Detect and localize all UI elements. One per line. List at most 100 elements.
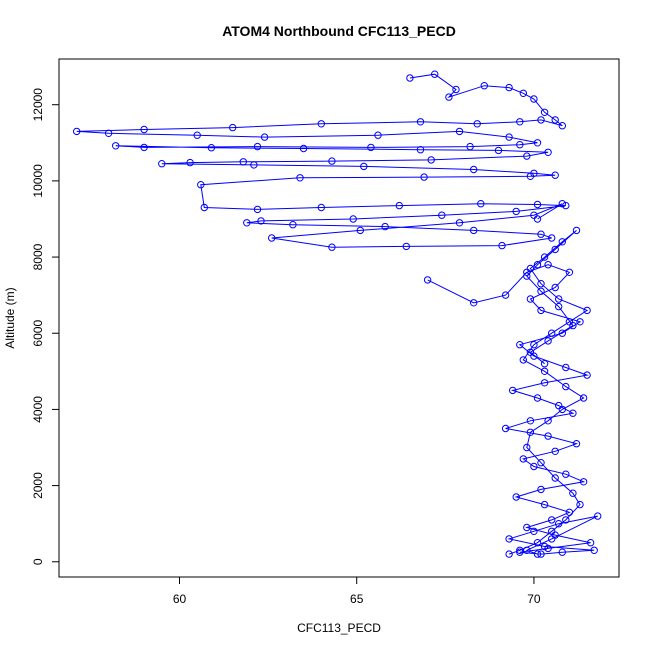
data-point [526,295,535,303]
data-point [569,409,577,417]
data-point [516,546,524,554]
data-point [519,455,527,463]
data-point [296,174,304,182]
data-point [558,548,566,556]
data-point [501,291,510,299]
data-point [519,89,527,98]
data-point [512,493,520,501]
data-point [544,261,552,269]
data-point [526,172,535,181]
data-point [551,245,559,254]
data-point [558,200,566,208]
data-point [533,215,542,223]
data-point [558,238,566,246]
data-point [445,93,453,101]
data-point [565,268,574,276]
data-point [402,242,410,251]
data-point [562,363,570,372]
data-point [551,283,559,292]
data-point [477,200,485,208]
data-point [572,226,581,235]
data-point [207,144,216,152]
data-point [253,205,262,214]
data-point [544,148,552,157]
data-point [509,386,517,395]
y-axis-label: Altitude (m) [3,287,17,348]
data-point [558,329,566,337]
data-point [583,306,591,315]
data-point [381,222,389,231]
data-point [540,379,549,387]
data-point [558,405,566,414]
y-tick-label: 2000 [31,472,45,499]
data-point [423,276,432,284]
data-point [540,360,549,368]
data-point [416,146,425,154]
data-point [548,527,556,535]
data-point [516,548,524,556]
y-tick-label: 4000 [31,396,45,423]
data-point [544,544,552,553]
data-point [480,82,488,90]
data-point [200,203,209,212]
data-point [360,162,368,171]
data-point [431,70,439,78]
data-point [470,165,478,174]
data-point [260,133,269,141]
data-point [317,120,325,128]
data-point [505,83,513,92]
data-point [583,371,591,379]
data-point [374,131,382,139]
data-point [594,512,602,520]
series-line-lower-mid-troposphere [427,264,598,555]
data-point [558,122,566,130]
data-point [572,440,581,448]
data-point [555,302,563,311]
series-line-upper-troposphere-lower-stratosphere [76,73,566,248]
data-point [526,428,535,436]
data-point [140,143,148,152]
data-point [533,550,542,558]
data-point [562,516,570,524]
data-point [533,394,542,402]
data-point [579,394,588,402]
data-point [537,287,545,295]
data-point [579,478,588,486]
data-point [540,108,549,117]
data-point [530,95,538,103]
data-point [548,234,556,242]
data-point [317,203,325,212]
data-point [576,500,584,509]
data-point [544,432,552,440]
data-point [140,125,148,134]
data-point [420,173,428,181]
plot-frame [58,58,620,578]
data-point [551,116,559,124]
y-tick-label: 10000 [31,164,45,198]
data-point [289,221,297,229]
data-point [533,261,542,269]
data-point [530,341,538,349]
data-point [328,157,336,165]
data-point [562,470,570,478]
data-point [526,417,535,425]
data-point [250,161,258,169]
x-tick-label: 65 [350,592,364,606]
data-point [470,299,478,307]
data-point [505,550,513,558]
data-point [516,118,524,126]
data-point [416,118,425,126]
data-point [537,550,545,558]
y-tick-label: 0 [31,558,45,565]
data-point [533,139,542,147]
data-point [516,341,524,349]
data-point [473,120,481,128]
data-point [268,234,276,242]
data-point [519,356,527,364]
data-point [540,500,549,509]
data-point [530,462,538,471]
data-point [526,348,535,356]
data-point [466,142,474,151]
x-tick-label: 60 [173,592,187,606]
data-point [523,152,531,160]
